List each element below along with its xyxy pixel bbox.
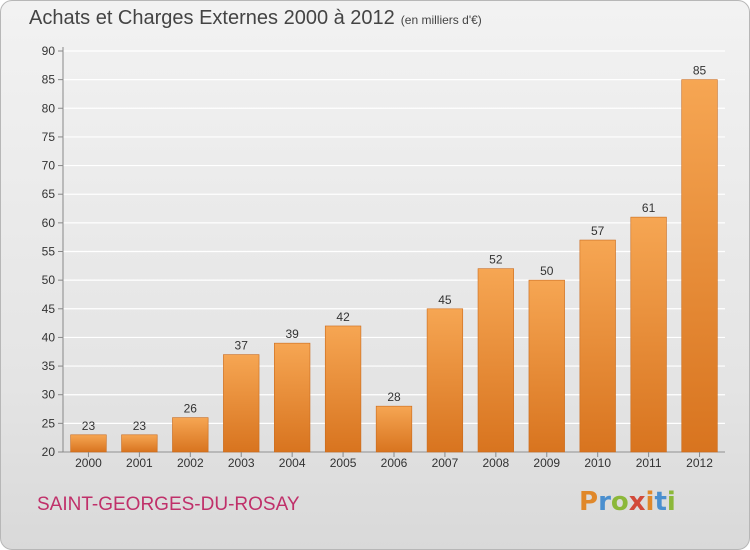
bar <box>477 268 514 453</box>
brand-letter: x <box>628 487 646 517</box>
data-label: 45 <box>438 293 452 307</box>
x-tick-label: 2003 <box>228 456 255 470</box>
bar <box>681 79 718 453</box>
x-tick-label: 2012 <box>686 456 713 470</box>
x-tick-label: 2005 <box>330 456 357 470</box>
data-label: 52 <box>489 253 503 267</box>
x-tick-label: 2007 <box>432 456 459 470</box>
y-tick-label: 55 <box>42 245 56 259</box>
x-tick-label: 2002 <box>177 456 204 470</box>
y-tick-label: 45 <box>42 302 56 316</box>
brand-letter: o <box>610 487 629 517</box>
brand-letter: i <box>666 487 676 517</box>
brand-letter: i <box>645 487 655 517</box>
data-label: 42 <box>336 310 350 324</box>
bar <box>70 434 107 453</box>
x-tick-label: 2001 <box>126 456 153 470</box>
data-label: 23 <box>133 419 147 433</box>
bar <box>223 354 260 453</box>
data-label: 57 <box>591 224 605 238</box>
bar <box>579 239 616 453</box>
brand-logo: Proxiti <box>579 487 676 517</box>
bar <box>274 342 311 453</box>
x-tick-label: 2006 <box>381 456 408 470</box>
y-tick-label: 25 <box>42 416 56 430</box>
data-label: 50 <box>540 264 554 278</box>
y-tick-label: 90 <box>42 44 56 58</box>
data-label: 61 <box>642 201 656 215</box>
y-tick-label: 20 <box>42 445 56 459</box>
y-tick-label: 70 <box>42 159 56 173</box>
x-tick-label: 2011 <box>636 456 662 470</box>
y-tick-label: 60 <box>42 216 56 230</box>
brand-letter: P <box>579 487 599 517</box>
y-tick-label: 65 <box>42 187 56 201</box>
bar <box>172 417 209 453</box>
y-tick-label: 85 <box>42 73 56 87</box>
data-label: 28 <box>387 390 401 404</box>
x-tick-label: 2000 <box>75 456 102 470</box>
y-tick-label: 30 <box>42 388 56 402</box>
data-label: 39 <box>285 327 299 341</box>
chart-title: Achats et Charges Externes 2000 à 2012 (e… <box>29 7 482 30</box>
bar <box>426 308 464 453</box>
data-label: 26 <box>184 402 198 416</box>
data-label: 23 <box>82 419 96 433</box>
bar <box>375 405 413 453</box>
title-unit: (en milliers d'€) <box>400 13 482 27</box>
y-tick-label: 35 <box>42 359 56 373</box>
y-tick-label: 75 <box>42 130 56 144</box>
brand-letter: t <box>654 487 667 517</box>
bar <box>121 434 158 453</box>
x-tick-label: 2010 <box>584 456 611 470</box>
title-text: Achats et Charges Externes 2000 à 2012 <box>29 7 395 29</box>
y-tick-label: 80 <box>42 101 56 115</box>
bar <box>630 216 667 453</box>
x-tick-label: 2008 <box>482 456 509 470</box>
y-tick-label: 40 <box>42 330 56 344</box>
commune-name: SAINT-GEORGES-DU-ROSAY <box>37 494 300 515</box>
data-label: 37 <box>235 339 249 353</box>
brand-letter: r <box>598 487 611 517</box>
x-tick-label: 2004 <box>279 456 306 470</box>
bar <box>528 279 565 453</box>
data-label: 85 <box>693 64 707 78</box>
bar <box>324 325 362 453</box>
y-tick-label: 50 <box>42 273 56 287</box>
x-tick-label: 2009 <box>533 456 560 470</box>
